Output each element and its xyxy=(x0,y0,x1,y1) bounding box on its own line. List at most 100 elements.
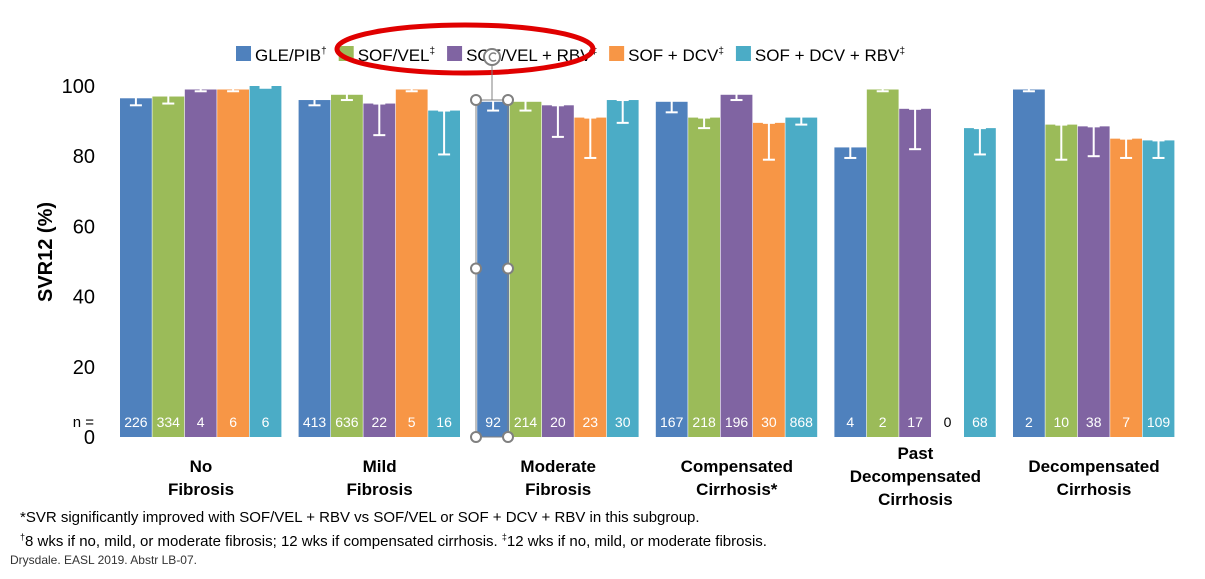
bar xyxy=(1013,89,1045,437)
y-tick-label: 100 xyxy=(62,76,95,98)
x-category-label: Past xyxy=(897,444,933,463)
bar xyxy=(331,94,363,438)
bar xyxy=(509,101,542,438)
n-count-label: 30 xyxy=(615,414,631,430)
legend-swatch xyxy=(609,46,625,61)
legend-entry-label: GLE/PIB† xyxy=(255,46,327,65)
x-category-label: Compensated xyxy=(681,457,793,476)
y-tick-label: 60 xyxy=(73,216,95,238)
n-count-label: 0 xyxy=(944,414,952,430)
legend-series-name: GLE/PIB xyxy=(255,46,321,65)
n-count-label: 6 xyxy=(262,414,270,430)
resize-handle-top-right[interactable] xyxy=(502,94,514,106)
y-axis-title: SVR12 (%) xyxy=(35,202,57,302)
resize-handle-left[interactable] xyxy=(470,262,482,275)
x-category-label: Fibrosis xyxy=(525,480,591,499)
legend-entry-label: SOF + DCV‡ xyxy=(628,46,724,65)
bar xyxy=(1110,138,1142,437)
n-count-label: 334 xyxy=(157,414,181,430)
x-category-label: Fibrosis xyxy=(347,480,413,499)
chart-legend: GLE/PIB† SOF/VEL‡ SOF/VEL + RBV‡ SOF + DCV‡… xyxy=(236,22,905,76)
n-count-label: 4 xyxy=(197,414,205,430)
y-tick-label: 80 xyxy=(73,146,95,168)
n-count-label: 5 xyxy=(408,414,416,430)
annotation-ring xyxy=(334,22,596,76)
x-category-label: Decompensated xyxy=(850,467,981,486)
n-count-label: 868 xyxy=(790,414,814,430)
bar xyxy=(217,89,249,437)
footnote-double-dagger: ‡ xyxy=(501,532,507,542)
bar xyxy=(249,86,282,437)
n-count-label: 22 xyxy=(372,414,388,430)
footnote-dagger: † xyxy=(20,532,26,542)
legend-series-name: SOF + DCV xyxy=(628,46,719,65)
legend-swatch xyxy=(735,46,751,61)
bar xyxy=(785,117,818,437)
n-count-label: 2 xyxy=(879,414,887,430)
n-count-label: 16 xyxy=(436,414,452,430)
n-count-label: 636 xyxy=(335,414,359,430)
bar xyxy=(866,89,899,437)
bar xyxy=(655,101,688,438)
x-category-label: Decompensated xyxy=(1028,457,1159,476)
n-count-label: 4 xyxy=(846,414,854,430)
bar xyxy=(152,96,185,437)
legend-series-name: SOF/VEL xyxy=(358,46,430,65)
footnote-significance: *SVR significantly improved with SOF/VEL… xyxy=(20,509,700,526)
x-category-label: No xyxy=(190,457,213,476)
legend-swatch xyxy=(236,46,251,61)
y-tick-label: 0 xyxy=(84,427,95,449)
n-count-label: 214 xyxy=(514,414,538,430)
n-count-label: 92 xyxy=(485,414,501,430)
x-category-label: Cirrhosis* xyxy=(696,480,778,499)
bar xyxy=(298,100,331,437)
legend-entry-label: SOF/VEL‡ xyxy=(358,46,435,65)
bar xyxy=(542,105,574,438)
n-count-label: 10 xyxy=(1054,414,1070,430)
n-count-label: 6 xyxy=(229,414,237,430)
legend-series-superscript: ‡ xyxy=(718,46,724,57)
bar xyxy=(688,117,720,437)
bar xyxy=(120,98,152,437)
x-axis-labels: No Fibrosis Mild Fibrosis Moderate Fibrosis Co… xyxy=(168,444,1160,505)
bar xyxy=(1077,126,1110,438)
footnote-durations-text-b: 12 wks if no, mild, or moderate fibrosis… xyxy=(506,533,767,550)
legend-series-superscript: † xyxy=(321,46,327,57)
resize-handle-bottom-left[interactable] xyxy=(470,431,482,443)
x-category-label: Cirrhosis xyxy=(878,490,953,505)
n-count-label: 17 xyxy=(907,414,923,430)
n-count-label: 30 xyxy=(761,414,777,430)
bar xyxy=(606,100,639,437)
bar xyxy=(1142,140,1175,437)
svr12-bar-chart: GLE/PIB† SOF/VEL‡ SOF/VEL + RBV‡ SOF + DCV‡… xyxy=(35,22,1175,505)
n-count-label: 7 xyxy=(1122,414,1130,430)
x-category-label: Fibrosis xyxy=(168,480,234,499)
x-category-label: Moderate xyxy=(520,457,596,476)
n-count-label: 226 xyxy=(124,414,148,430)
source-citation: Drysdale. EASL 2019. Abstr LB-07. xyxy=(10,553,197,567)
rotate-arrow-icon xyxy=(488,52,497,62)
bar xyxy=(428,110,460,437)
n-count-label: 2 xyxy=(1025,414,1033,430)
legend-swatch xyxy=(447,46,463,61)
selection-overlay[interactable] xyxy=(470,48,514,443)
n-count-label: 413 xyxy=(303,414,327,430)
footnote-durations: †8 wks if no, mild, or moderate fibrosis… xyxy=(20,532,767,550)
x-category-label: Cirrhosis xyxy=(1057,480,1132,499)
n-count-label: 20 xyxy=(550,414,566,430)
y-axis: SVR12 (%) 0 20 40 60 80 100 n = xyxy=(35,76,95,449)
bar xyxy=(184,89,217,437)
legend-series-name: SOF + DCV + RBV xyxy=(755,46,900,65)
y-tick-label: 20 xyxy=(73,357,95,379)
resize-handle-top-left[interactable] xyxy=(470,94,482,106)
resize-handle-right[interactable] xyxy=(502,262,514,275)
bars-layer xyxy=(120,85,1175,438)
bar xyxy=(574,117,607,437)
n-count-label: 196 xyxy=(725,414,749,430)
y-tick-label: 40 xyxy=(73,287,95,309)
bar xyxy=(834,147,867,438)
n-labels-layer: 226 334 4 6 6 413 636 22 5 16 92 214 20 23 30 167 218 196… xyxy=(124,414,1170,430)
resize-handle-bottom-right[interactable] xyxy=(502,431,514,443)
rotate-handle-icon[interactable] xyxy=(483,48,501,66)
n-count-label: 23 xyxy=(583,414,599,430)
